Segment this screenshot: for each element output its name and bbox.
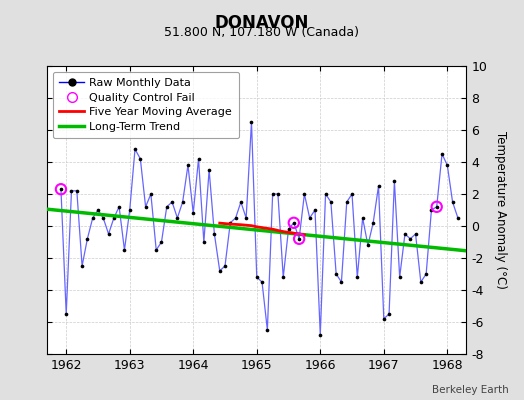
Point [300, 191, 309, 197]
Point [343, 199, 351, 205]
Point [364, 242, 372, 248]
Point [295, 236, 303, 242]
Point [290, 220, 298, 226]
Text: 51.800 N, 107.180 W (Canada): 51.800 N, 107.180 W (Canada) [165, 26, 359, 39]
Point [337, 279, 346, 285]
Point [226, 220, 234, 226]
Point [189, 210, 198, 216]
Point [411, 231, 420, 237]
Point [305, 215, 314, 221]
Point [67, 188, 75, 194]
Point [104, 231, 113, 237]
Point [168, 199, 176, 205]
Point [295, 236, 303, 242]
Legend: Raw Monthly Data, Quality Control Fail, Five Year Moving Average, Long-Term Tren: Raw Monthly Data, Quality Control Fail, … [53, 72, 239, 138]
Point [406, 236, 414, 242]
Point [285, 226, 293, 232]
Point [443, 162, 452, 168]
Point [369, 220, 377, 226]
Point [157, 239, 166, 245]
Text: DONAVON: DONAVON [215, 14, 309, 32]
Point [173, 215, 181, 221]
Point [401, 231, 409, 237]
Point [353, 274, 362, 280]
Point [332, 271, 341, 277]
Point [385, 311, 393, 317]
Point [290, 220, 298, 226]
Point [311, 207, 319, 213]
Point [78, 263, 86, 269]
Point [57, 186, 65, 192]
Point [99, 215, 107, 221]
Text: Berkeley Earth: Berkeley Earth [432, 385, 508, 395]
Point [263, 327, 271, 333]
Point [316, 332, 324, 338]
Point [348, 191, 356, 197]
Point [417, 279, 425, 285]
Point [253, 274, 261, 280]
Point [115, 204, 123, 210]
Point [237, 199, 245, 205]
Point [454, 215, 462, 221]
Point [210, 231, 219, 237]
Point [449, 199, 457, 205]
Point [432, 204, 441, 210]
Point [279, 274, 288, 280]
Point [427, 207, 435, 213]
Point [62, 311, 70, 317]
Point [73, 188, 81, 194]
Point [94, 207, 102, 213]
Point [121, 247, 129, 253]
Point [242, 215, 250, 221]
Point [147, 191, 155, 197]
Point [179, 199, 187, 205]
Point [232, 215, 240, 221]
Point [57, 186, 65, 192]
Point [390, 178, 399, 184]
Point [194, 156, 203, 162]
Point [268, 191, 277, 197]
Y-axis label: Temperature Anomaly (°C): Temperature Anomaly (°C) [494, 131, 507, 289]
Point [152, 247, 160, 253]
Point [89, 215, 97, 221]
Point [396, 274, 404, 280]
Point [358, 215, 367, 221]
Point [247, 119, 256, 125]
Point [162, 204, 171, 210]
Point [374, 183, 383, 189]
Point [432, 204, 441, 210]
Point [258, 279, 266, 285]
Point [274, 191, 282, 197]
Point [110, 215, 118, 221]
Point [141, 204, 150, 210]
Point [200, 239, 208, 245]
Point [438, 151, 446, 157]
Point [184, 162, 192, 168]
Point [379, 316, 388, 322]
Point [215, 268, 224, 274]
Point [205, 167, 213, 173]
Point [136, 156, 145, 162]
Point [126, 207, 134, 213]
Point [221, 263, 229, 269]
Point [83, 236, 92, 242]
Point [321, 191, 330, 197]
Point [422, 271, 430, 277]
Point [131, 146, 139, 152]
Point [326, 199, 335, 205]
